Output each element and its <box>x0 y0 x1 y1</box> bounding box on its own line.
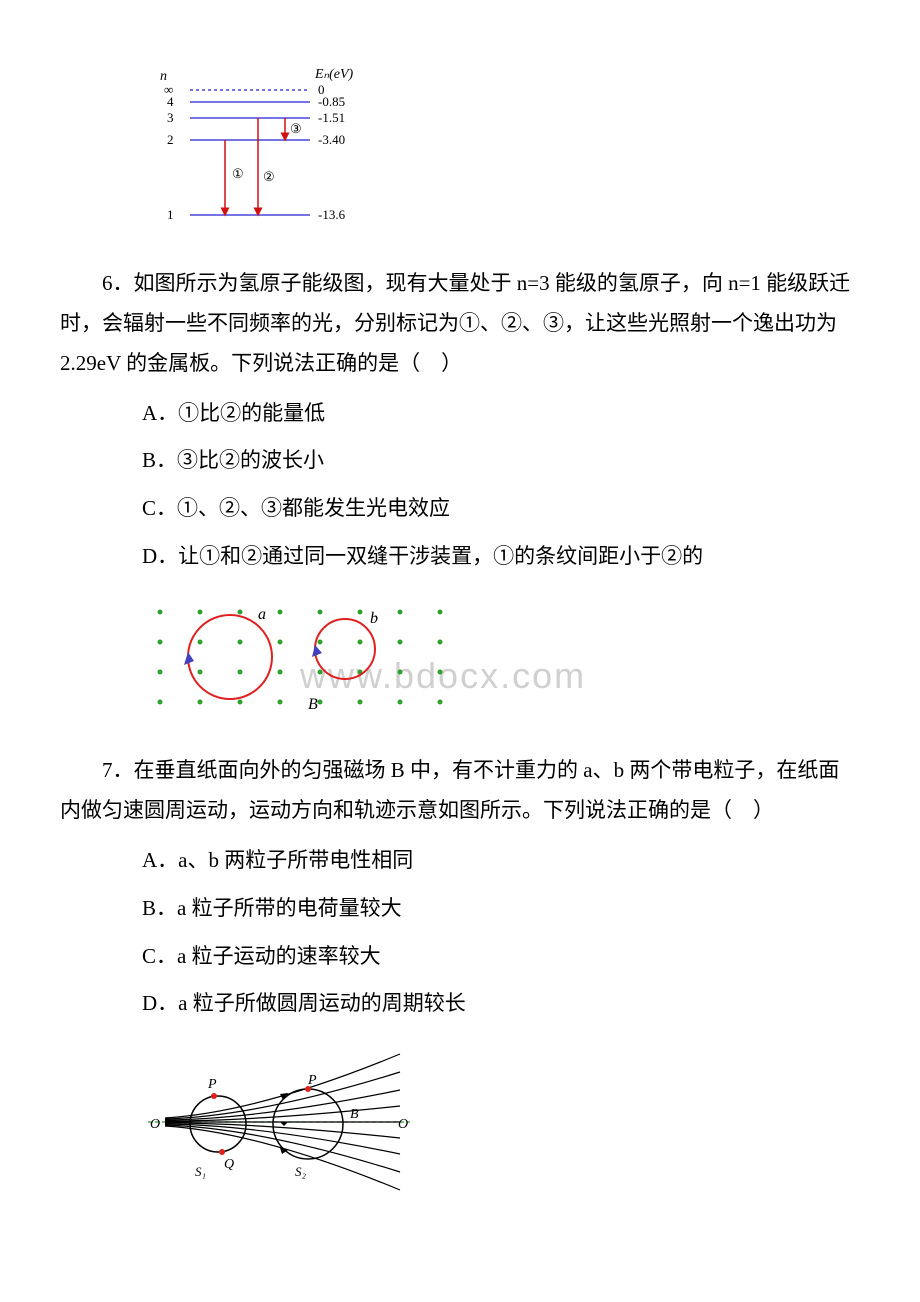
transition-3-label: ③ <box>290 121 302 136</box>
question-7-option-a: A．a、b 两粒子所带电性相同 <box>100 841 860 881</box>
label-b: b <box>370 610 378 627</box>
level-3-n: 3 <box>167 110 174 125</box>
level-1-e: -13.6 <box>318 207 346 222</box>
field-dots <box>158 610 443 705</box>
label-o-left: O <box>150 1117 160 1132</box>
label-p2: P <box>307 1073 317 1088</box>
label-p1: P <box>207 1077 217 1092</box>
magnetic-field-svg: a b B <box>140 597 460 717</box>
energy-level-diagram: n Eₙ(eV) ∞ 0 4 -0.85 3 -1.51 2 -3.40 1 -… <box>140 60 860 244</box>
point-q <box>219 1149 225 1155</box>
question-6-text: 6．如图所示为氢原子能级图，现有大量处于 n=3 能级的氢原子，向 n=1 能级… <box>60 264 860 384</box>
field-b-label: B <box>308 696 318 713</box>
question-6-option-b: B．③比②的波长小 <box>100 441 860 481</box>
circle-b <box>315 619 375 679</box>
transition-2-label: ② <box>263 169 275 184</box>
question-7-option-b: B．a 粒子所带的电荷量较大 <box>100 889 860 929</box>
transition-1-label: ① <box>232 166 244 181</box>
label-s1: S₁ <box>195 1164 206 1179</box>
label-s2: S₂ <box>295 1164 307 1179</box>
energy-level-svg: n Eₙ(eV) ∞ 0 4 -0.85 3 -1.51 2 -3.40 1 -… <box>140 60 380 230</box>
label-o-right: O <box>398 1117 408 1132</box>
question-6-option-d: D．让①和②通过同一双缝干涉装置，①的条纹间距小于②的 <box>100 537 860 577</box>
level-3-e: -1.51 <box>318 110 345 125</box>
field-lines-svg: O O B P P Q S₁ S₂ <box>140 1044 420 1194</box>
level-4-e: -0.85 <box>318 94 345 109</box>
level-2-n: 2 <box>167 132 174 147</box>
magnetic-field-diagram: www.bdocx.com a b B <box>140 597 860 731</box>
level-4-n: 4 <box>167 94 174 109</box>
arrow-b <box>312 645 322 657</box>
level-2-e: -3.40 <box>318 132 345 147</box>
energy-axis-label: Eₙ(eV) <box>314 67 354 82</box>
question-7-option-c: C．a 粒子运动的速率较大 <box>100 937 860 977</box>
point-p1 <box>211 1093 217 1099</box>
circle-a <box>188 615 272 699</box>
label-b-axis: B <box>350 1107 359 1122</box>
label-q: Q <box>224 1157 234 1172</box>
level-1-n: 1 <box>167 207 174 222</box>
field-lines-diagram: O O B P P Q S₁ S₂ <box>140 1044 860 1208</box>
question-6-option-c: C．①、②、③都能发生光电效应 <box>100 489 860 529</box>
label-a: a <box>258 606 266 623</box>
question-7-option-d: D．a 粒子所做圆周运动的周期较长 <box>100 984 860 1024</box>
question-7-text: 7．在垂直纸面向外的匀强磁场 B 中，有不计重力的 a、b 两个带电粒子，在纸面… <box>60 751 860 831</box>
question-6-option-a: A．①比②的能量低 <box>100 394 860 434</box>
